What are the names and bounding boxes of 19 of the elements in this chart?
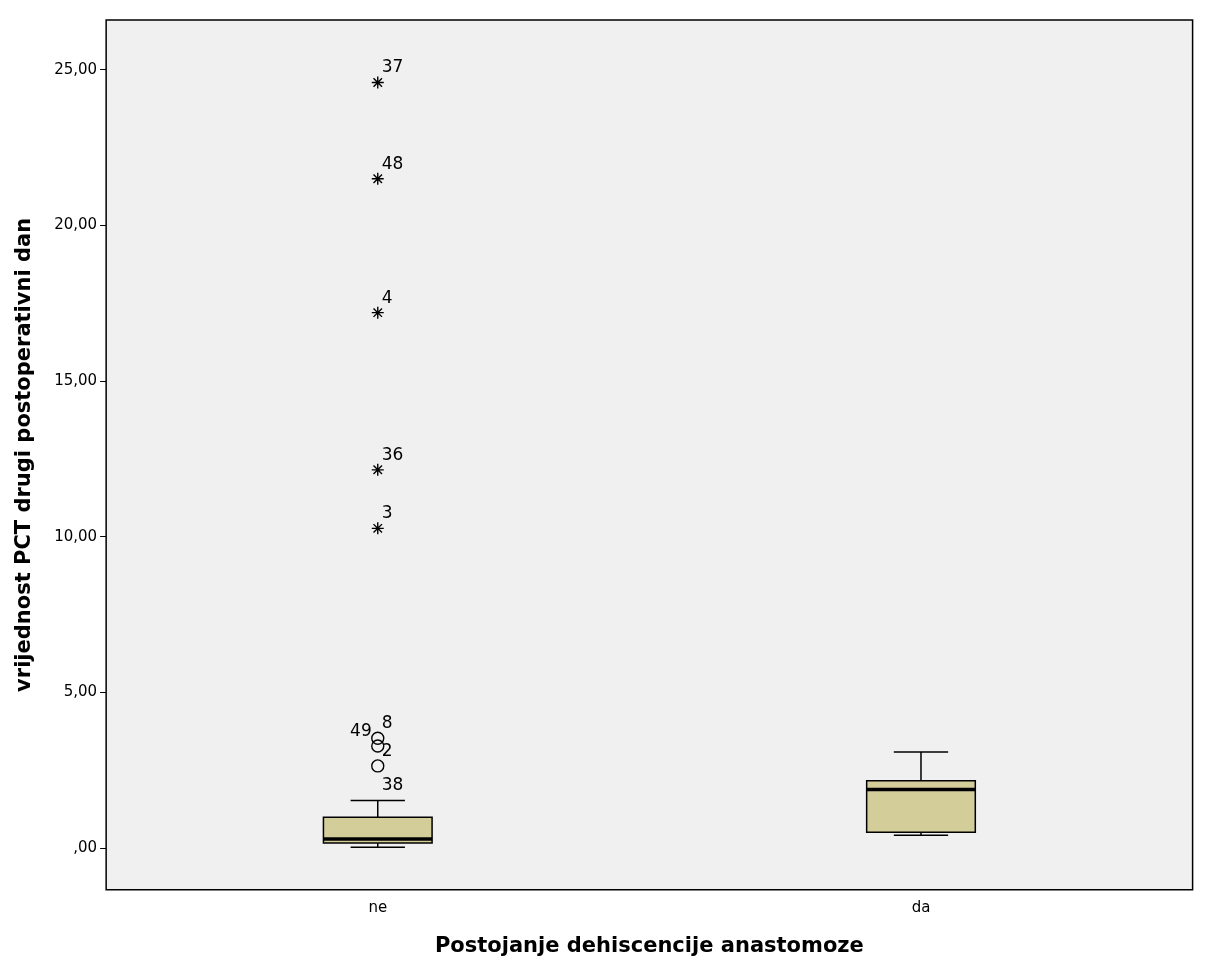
y-tick-label: 20,00: [54, 215, 98, 234]
x-tick-label: ne: [368, 897, 388, 916]
annotation: 3: [381, 502, 393, 523]
annotation: 4: [381, 286, 393, 307]
annotation: 2: [381, 739, 393, 760]
y-tick-label: 5,00: [63, 682, 98, 701]
y-tick-label: ,00: [73, 837, 98, 856]
x-axis-title: Postojanje dehiscencije anastomoze: [434, 932, 864, 957]
y-tick-label: 15,00: [54, 371, 98, 390]
annotation: 48: [381, 152, 404, 173]
y-tick-label: 10,00: [54, 526, 98, 545]
annotation: 8: [381, 712, 393, 733]
y-tick-label: 25,00: [54, 59, 98, 78]
annotation: 37: [381, 56, 404, 77]
y-axis-title: vrijednost PCT drugi postoperativni dan: [11, 217, 36, 692]
annotation: 49: [350, 719, 372, 740]
x-tick-label: da: [911, 897, 931, 916]
annotation: 36: [381, 443, 404, 464]
annotation: 38: [381, 774, 404, 795]
